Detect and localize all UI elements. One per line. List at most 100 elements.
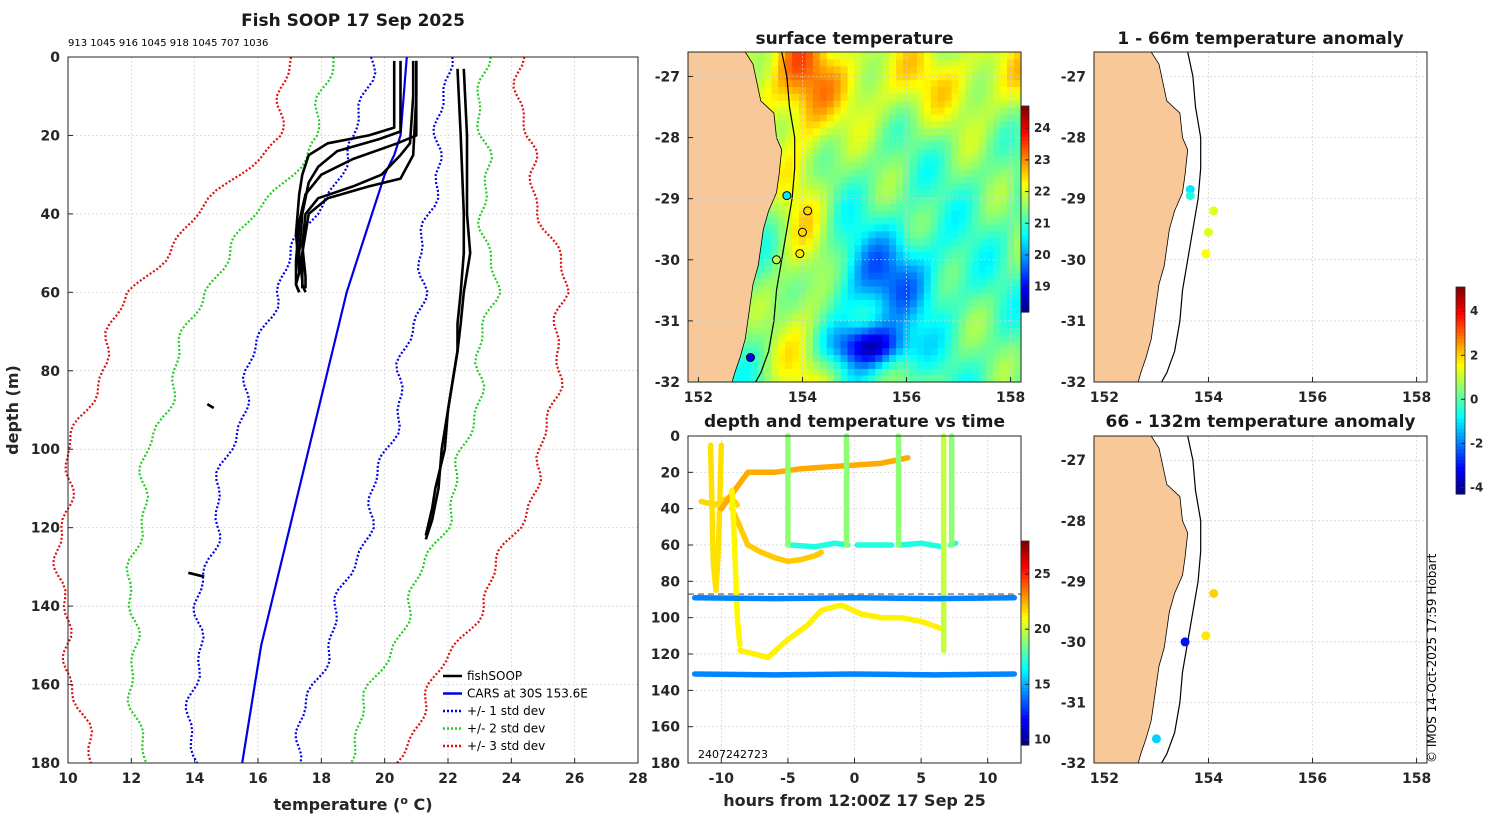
sst-pixel — [861, 175, 869, 184]
sst-pixel — [951, 155, 960, 163]
sst-pixel — [896, 347, 904, 356]
sst-pixel — [826, 107, 835, 115]
sst-pixel — [1014, 278, 1022, 287]
sst-pixel — [896, 58, 904, 67]
sst-pixel — [1014, 93, 1022, 101]
sst-pixel — [930, 162, 939, 170]
sst-pixel — [826, 189, 835, 197]
sst-pixel — [861, 100, 869, 108]
dt-colorbar-swatch — [1021, 632, 1029, 637]
sst-pixel — [882, 223, 890, 232]
dt-colorbar-swatch — [1021, 598, 1029, 603]
sst-pixel — [847, 368, 856, 376]
sst-pixel — [840, 237, 849, 246]
sst-pixel — [764, 354, 772, 362]
sst-pixel — [1000, 354, 1008, 362]
sst-pixel — [965, 285, 973, 294]
anomaly-point — [1201, 631, 1211, 641]
sst-pixel — [785, 251, 793, 259]
dt-colorbar-swatch — [1021, 544, 1029, 549]
sst-pixel — [833, 134, 842, 142]
profile-title: Fish SOOP 17 Sep 2025 — [241, 11, 465, 31]
anom-colorbar-swatch — [1456, 438, 1465, 443]
sst-pixel — [910, 272, 918, 280]
sst-pixel — [993, 230, 1001, 239]
sst-pixel — [861, 251, 869, 259]
dt-colorbar-frame — [1020, 540, 1030, 746]
sst-pixel — [965, 340, 973, 349]
sst-pixel — [1014, 354, 1022, 362]
sst-pixel — [854, 285, 862, 294]
sst-pixel — [819, 313, 828, 321]
profile-xtick-label: 24 — [502, 771, 522, 787]
sst-pixel — [965, 237, 973, 246]
sst-pixel — [840, 52, 849, 60]
sst-pixel — [972, 361, 980, 369]
sst-pixel — [979, 278, 987, 287]
sst-pixel — [833, 113, 842, 122]
sst-pixel — [854, 313, 862, 321]
sst-pixel — [792, 162, 800, 170]
profile-xlabel-main: temperature ( — [273, 795, 400, 814]
sst-pixel — [771, 313, 779, 321]
anom_shallow-frame — [1093, 51, 1428, 383]
sst-colorbar-swatch — [1021, 106, 1029, 111]
sst-pixel — [944, 327, 953, 335]
sst-pixel — [771, 196, 779, 204]
sst-pixel — [972, 327, 980, 335]
sst-pixel — [861, 258, 869, 266]
sst-pixel — [1014, 375, 1022, 383]
sst-pixel — [979, 258, 987, 266]
sst-pixel — [826, 272, 835, 280]
sst-pixel — [923, 223, 932, 232]
sst-pixel — [757, 79, 765, 87]
sst-pixel — [937, 272, 946, 280]
sst-pixel — [951, 258, 960, 266]
sst-pixel — [805, 333, 814, 342]
sst-colorbar-swatch — [1021, 253, 1029, 258]
sst-pixel — [930, 93, 939, 101]
sst-pixel — [910, 148, 918, 156]
sst-pixel — [854, 237, 862, 246]
sst-pixel — [750, 285, 758, 294]
sst-pixel — [826, 368, 835, 376]
sst-pixel — [785, 244, 793, 252]
sst-pixel — [937, 306, 946, 314]
sst-pixel — [1014, 141, 1022, 149]
sst-pixel — [1014, 306, 1022, 314]
sst-pixel — [812, 52, 821, 60]
sst-pixel — [833, 361, 842, 369]
anom-colorbar-label: 2 — [1470, 348, 1478, 362]
sst-pixel — [972, 79, 980, 87]
sst-pixel — [944, 217, 953, 225]
sst-pixel — [764, 58, 772, 67]
sst-pixel — [868, 100, 876, 108]
sst-pixel — [805, 113, 814, 122]
anom-colorbar-swatch — [1456, 404, 1465, 409]
sst-pixel — [951, 141, 960, 149]
sst-pixel — [1007, 100, 1015, 108]
dt-colorbar-swatch — [1021, 561, 1029, 566]
sst-pixel — [965, 93, 973, 101]
sst-pixel — [896, 272, 904, 280]
sst-pixel — [868, 258, 876, 266]
sst-pixel — [944, 313, 953, 321]
sst-pixel — [819, 258, 828, 266]
sst-pixel — [812, 237, 821, 246]
sst-pixel — [882, 375, 890, 383]
sst-pixel — [930, 210, 939, 218]
sst-pixel — [951, 127, 960, 136]
sst-pixel — [889, 306, 897, 314]
sst-pixel — [826, 313, 835, 321]
sst-pixel — [812, 313, 821, 321]
sst-pixel — [972, 237, 980, 246]
sst-pixel — [889, 361, 897, 369]
sst-pixel — [764, 368, 772, 376]
sst-pixel — [944, 265, 953, 273]
sst-pixel — [986, 52, 994, 60]
sst-pixel — [889, 107, 897, 115]
sst-pixel — [847, 285, 856, 294]
sst-colorbar-swatch — [1021, 277, 1029, 282]
sst-pixel — [882, 285, 890, 294]
sst-pixel — [986, 327, 994, 335]
